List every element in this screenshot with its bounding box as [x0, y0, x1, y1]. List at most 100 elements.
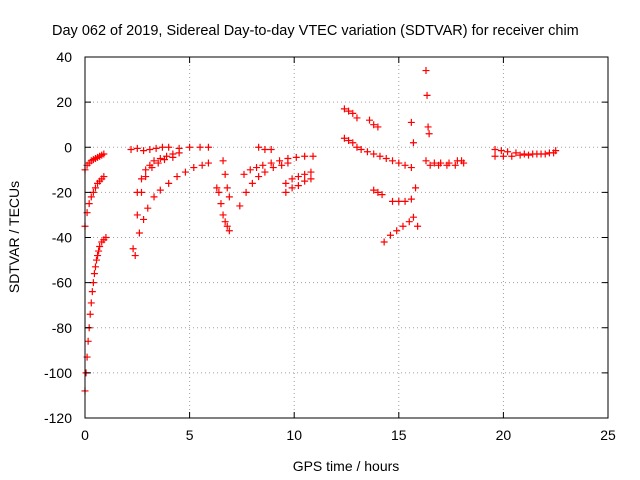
data-point: [135, 229, 143, 237]
data-point: [196, 143, 204, 151]
series-arc-u: [407, 118, 422, 230]
data-point: [353, 143, 361, 151]
data-point: [156, 186, 164, 194]
series-arc-r: [370, 186, 386, 199]
data-point: [349, 109, 357, 117]
data-point: [378, 191, 386, 199]
data-point: [175, 149, 183, 157]
data-point: [407, 118, 415, 126]
data-point: [407, 164, 415, 172]
data-point: [382, 155, 390, 163]
data-point: [499, 152, 507, 160]
data-point: [204, 143, 212, 151]
data-point: [225, 193, 233, 201]
data-point: [221, 218, 229, 226]
data-point: [146, 146, 154, 154]
data-point: [525, 151, 533, 159]
data-point: [165, 143, 173, 151]
data-point: [353, 114, 361, 122]
series-arc-l: [255, 143, 275, 154]
data-point: [102, 234, 110, 241]
data-point: [512, 149, 520, 157]
data-point: [282, 188, 290, 196]
y-tick-label: 20: [56, 94, 72, 110]
data-point: [150, 157, 158, 165]
data-point: [423, 91, 431, 99]
data-point: [414, 222, 422, 230]
data-point: [550, 149, 558, 157]
data-point: [426, 161, 434, 169]
data-point: [248, 179, 256, 187]
data-point: [451, 161, 459, 169]
axis-ticks: 0 5 10 15 20 25 -120 -100 -80 -60 -40 -20 0 20 40: [44, 49, 616, 443]
data-point: [91, 263, 99, 271]
data-point: [370, 150, 378, 158]
data-point: [152, 144, 160, 152]
y-tick-label: 40: [56, 49, 72, 65]
data-point: [292, 153, 300, 161]
x-tick-label: 25: [600, 427, 616, 443]
data-point: [150, 193, 158, 201]
data-point: [85, 200, 93, 208]
data-point: [395, 159, 403, 167]
data-point: [169, 150, 177, 158]
data-point: [393, 227, 401, 235]
data-point: [504, 148, 512, 156]
data-point: [435, 161, 443, 169]
data-point: [144, 204, 152, 212]
grid-lines: [85, 57, 608, 418]
data-point: [269, 164, 277, 172]
data-point: [386, 231, 394, 239]
data-point: [236, 202, 244, 210]
data-point: [282, 179, 290, 187]
series-arc-o: [340, 105, 361, 122]
data-point: [253, 164, 261, 172]
y-tick-label: 0: [64, 139, 72, 155]
data-point: [366, 116, 374, 124]
data-point: [204, 159, 212, 167]
data-point: [422, 157, 430, 165]
data-point: [156, 155, 164, 163]
data-point: [219, 157, 227, 165]
data-point: [301, 152, 309, 160]
data-point: [225, 227, 233, 235]
data-point: [430, 159, 438, 167]
data-point: [401, 161, 409, 169]
data-point: [223, 222, 231, 230]
data-point: [94, 252, 102, 260]
data-point: [425, 130, 433, 138]
data-point: [520, 150, 528, 158]
series-arc-t: [380, 213, 417, 246]
data-point: [255, 143, 263, 151]
data-point: [284, 155, 292, 163]
data-point: [165, 179, 173, 187]
data-point: [508, 152, 516, 160]
data-point: [100, 173, 108, 181]
x-tick-label: 10: [286, 427, 302, 443]
data-point: [345, 136, 353, 144]
data-point: [186, 143, 194, 151]
data-point: [374, 188, 382, 196]
data-point: [154, 159, 162, 167]
data-point: [460, 159, 468, 167]
data-point: [443, 161, 451, 169]
data-point: [288, 175, 296, 183]
data-point: [140, 147, 148, 155]
data-point: [93, 256, 101, 264]
data-point: [127, 146, 135, 154]
data-point: [288, 184, 296, 192]
data-point: [267, 159, 275, 167]
y-tick-label: -100: [44, 365, 72, 381]
data-point: [357, 146, 365, 154]
data-point: [133, 188, 141, 196]
data-point: [246, 166, 254, 174]
data-point: [217, 200, 225, 208]
data-point: [219, 211, 227, 219]
data-point: [146, 161, 154, 169]
chart-title: Day 062 of 2019, Sidereal Day-to-day VTE…: [52, 23, 579, 39]
data-point: [409, 213, 417, 221]
data-point: [376, 152, 384, 160]
series-arc-g: [133, 149, 183, 196]
data-point: [213, 184, 221, 192]
